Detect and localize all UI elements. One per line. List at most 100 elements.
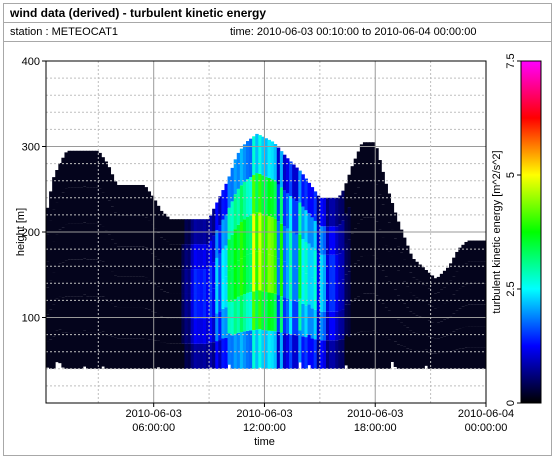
heat-cell [276, 331, 281, 369]
heat-cell [212, 208, 216, 236]
heat-cell [129, 307, 133, 339]
heat-cell [110, 336, 115, 369]
heat-cell [126, 215, 130, 247]
heat-cell [206, 293, 210, 319]
heat-cell [464, 326, 468, 348]
heat-cell [236, 332, 241, 369]
heat-cell [181, 343, 185, 369]
heat-cell [230, 201, 235, 235]
heat-cell [470, 326, 475, 348]
heat-cell [246, 254, 250, 293]
heat-cell [92, 332, 96, 369]
heat-cell [313, 339, 318, 369]
heat-cell [436, 307, 441, 323]
heat-cell [190, 269, 195, 294]
heat-cell [135, 276, 139, 308]
heat-cell [98, 332, 102, 369]
heat-cell [184, 244, 188, 270]
heat-cell [279, 223, 284, 260]
heat-cell [153, 228, 158, 257]
heat-cell [126, 338, 130, 369]
heat-cell [261, 291, 265, 331]
heat-cell [350, 233, 355, 268]
heat-cell [344, 274, 348, 305]
heat-cell [430, 306, 435, 323]
heat-cell [369, 179, 373, 218]
heat-cell [292, 232, 296, 267]
heat-cell [362, 179, 367, 218]
heat-cell [261, 214, 265, 253]
heat-cell [55, 234, 59, 267]
heat-cell [67, 187, 72, 224]
heat-cell [393, 341, 398, 367]
heat-cell [249, 177, 253, 216]
heat-cell [304, 241, 308, 274]
heat-cell [421, 351, 425, 369]
heat-cell [347, 174, 352, 208]
heat-cell [409, 311, 413, 331]
heat-cell [347, 271, 352, 305]
heat-cell [301, 303, 305, 337]
heat-cell [295, 201, 299, 235]
heat-cell [418, 334, 422, 352]
heat-cell [144, 277, 148, 309]
heat-cell [46, 207, 50, 235]
heat-cell [316, 224, 321, 254]
heat-cell [482, 283, 486, 305]
heat-cell [436, 276, 441, 293]
heat-cell [461, 244, 465, 266]
heat-cell [332, 197, 336, 227]
heat-cell [433, 278, 438, 294]
heat-cell [282, 226, 287, 262]
heat-cell [190, 244, 195, 270]
heat-cell [252, 252, 256, 292]
heat-cell [329, 254, 333, 284]
heat-cell [313, 280, 318, 310]
heat-cell [369, 142, 373, 180]
heat-cell [261, 330, 265, 369]
heat-cell [282, 154, 287, 191]
heat-cell [449, 298, 453, 317]
heat-cell [107, 301, 112, 336]
heat-cell [313, 191, 318, 221]
colorbar-tick-label: 0 [505, 400, 517, 406]
heat-cell [224, 245, 228, 277]
heat-cell [95, 259, 99, 297]
heat-cell [187, 244, 192, 270]
heat-cell [384, 214, 388, 246]
heat-cell [387, 251, 392, 282]
heat-cell [326, 283, 330, 312]
heat-cell [439, 289, 444, 306]
heat-cell [387, 222, 392, 252]
heat-cell [322, 283, 327, 312]
x-axis-title: time [254, 436, 275, 448]
chart-title: wind data (derived) - turbulent kinetic … [10, 6, 267, 20]
heat-cell [421, 284, 425, 302]
heat-cell [132, 246, 136, 277]
heat-cell [156, 340, 161, 368]
heat-cell [190, 343, 195, 369]
heat-cell [390, 256, 395, 283]
heat-cell [252, 136, 256, 176]
heat-cell [286, 193, 290, 229]
heat-cell [135, 246, 139, 277]
heat-cell [304, 273, 308, 306]
y-tick-label: 200 [22, 227, 40, 239]
heat-cell [384, 337, 388, 369]
heat-cell [329, 311, 333, 341]
heat-cell [129, 276, 133, 308]
heat-cell [470, 261, 475, 284]
heat-cell [338, 224, 342, 254]
heat-cell [335, 283, 339, 312]
heat-cell [399, 345, 404, 369]
heat-cell [301, 206, 305, 240]
heat-cell [89, 332, 93, 369]
x-tick-label-date: 2010-06-04 [458, 408, 514, 420]
info-bar: station : METEOCAT1 time: 2010-06-03 00:… [4, 23, 551, 42]
heat-cell [67, 223, 72, 260]
heat-cell [206, 244, 210, 270]
heat-cell [132, 184, 136, 216]
heat-cell [436, 292, 441, 308]
heat-cell [366, 179, 370, 218]
x-tick-label-time: 18:00:00 [354, 422, 397, 434]
